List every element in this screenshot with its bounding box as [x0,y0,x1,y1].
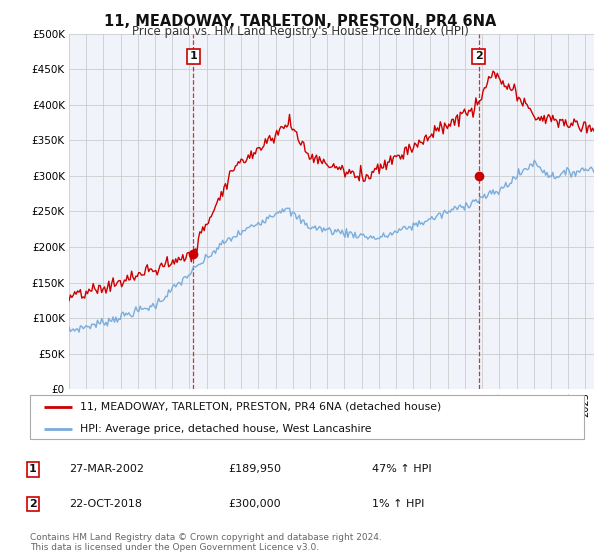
Text: 2: 2 [475,52,483,62]
Text: 2: 2 [29,499,37,509]
Text: £300,000: £300,000 [228,499,281,509]
Text: 1: 1 [29,464,37,474]
Text: 27-MAR-2002: 27-MAR-2002 [69,464,144,474]
Text: Contains HM Land Registry data © Crown copyright and database right 2024.: Contains HM Land Registry data © Crown c… [30,533,382,542]
Text: 22-OCT-2018: 22-OCT-2018 [69,499,142,509]
FancyBboxPatch shape [30,395,584,438]
Text: 11, MEADOWAY, TARLETON, PRESTON, PR4 6NA: 11, MEADOWAY, TARLETON, PRESTON, PR4 6NA [104,14,496,29]
Text: 1% ↑ HPI: 1% ↑ HPI [372,499,424,509]
Text: HPI: Average price, detached house, West Lancashire: HPI: Average price, detached house, West… [80,424,371,435]
Text: This data is licensed under the Open Government Licence v3.0.: This data is licensed under the Open Gov… [30,543,319,552]
Text: Price paid vs. HM Land Registry's House Price Index (HPI): Price paid vs. HM Land Registry's House … [131,25,469,38]
Text: 1: 1 [190,52,197,62]
Text: £189,950: £189,950 [228,464,281,474]
Text: 47% ↑ HPI: 47% ↑ HPI [372,464,431,474]
Text: 11, MEADOWAY, TARLETON, PRESTON, PR4 6NA (detached house): 11, MEADOWAY, TARLETON, PRESTON, PR4 6NA… [80,402,441,412]
